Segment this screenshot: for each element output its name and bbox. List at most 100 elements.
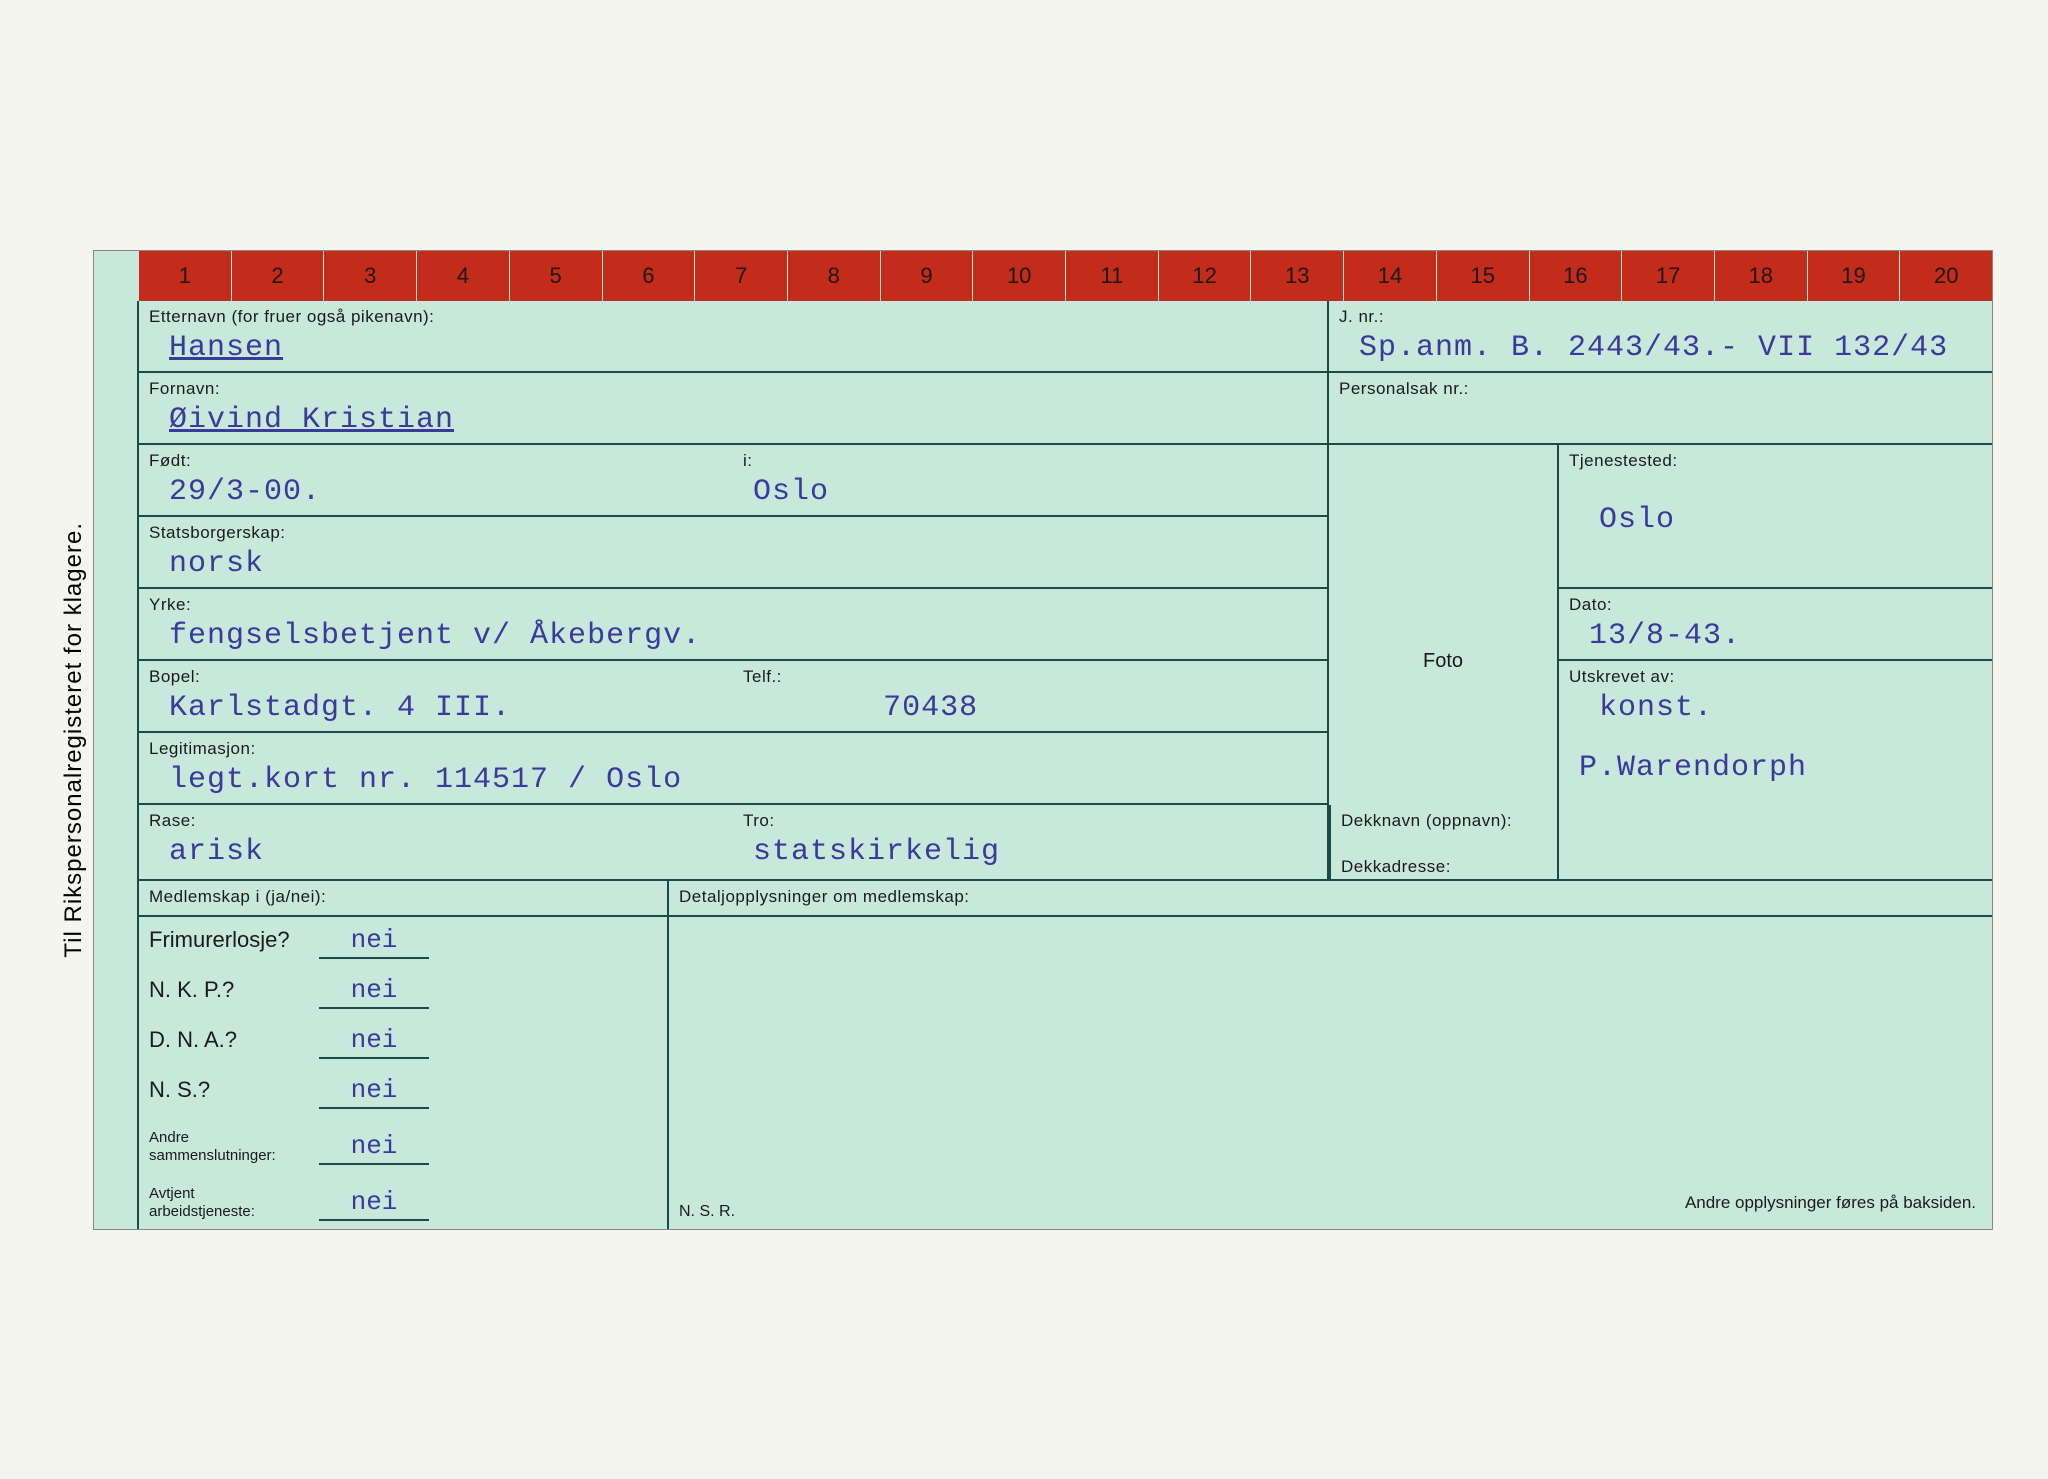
field-fodt: Født: i: 29/3-00. Oslo [139,445,1329,517]
field-dekknavn: Dekknavn (oppnavn): Dekkadresse: [1329,805,1992,881]
value-ns: nei [319,1075,429,1109]
value-andre-samm: nei [319,1131,429,1165]
field-tjenestested: Tjenestested: Oslo [1559,445,1992,589]
field-medlemskap-header: Medlemskap i (ja/nei): [139,881,669,917]
label-frimurerlosje: Frimurerlosje? [149,927,319,953]
value-tro: statskirkelig [743,833,1327,875]
body-grid: Etternavn (for fruer også pikenavn): Han… [94,301,1992,1229]
label-detaljopplysninger: Detaljopplysninger om medlemskap: [669,881,1992,915]
label-dekkadresse: Dekkadresse: [1331,851,1992,879]
value-fodt-i: Oslo [743,473,1327,515]
value-jnr: Sp.anm. B. 2443/43.- VII 132/43 [1329,329,1992,371]
value-personalsak [1329,401,1992,409]
label-fodt: Født: [139,445,733,473]
label-nsr: N. S. R. [669,1203,735,1221]
label-dna: D. N. A.? [149,1027,319,1053]
field-dato: Dato: 13/8-43. [1559,589,1992,661]
value-yrke: fengselsbetjent v/ Åkebergv. [139,617,1327,659]
value-fodt: 29/3-00. [139,473,743,515]
ruler-cell: 18 [1715,251,1808,301]
label-foto: Foto [1423,650,1463,673]
field-jnr: J. nr.: Sp.anm. B. 2443/43.- VII 132/43 [1329,301,1992,373]
label-ns: N. S.? [149,1077,319,1103]
label-andre-samm: Andre sammenslutninger: [149,1125,319,1165]
ruler-cell: 4 [417,251,510,301]
value-fornavn: Øivind Kristian [139,401,1327,443]
ruler-pad [94,251,139,301]
label-yrke: Yrke: [139,589,1327,617]
ruler-cell: 12 [1159,251,1252,301]
label-statsborgerskap: Statsborgerskap: [139,517,1327,545]
field-personalsak: Personalsak nr.: [1329,373,1992,445]
value-dato: 13/8-43. [1559,617,1992,659]
label-telf: Telf.: [733,661,1327,689]
label-nkp: N. K. P.? [149,977,319,1003]
label-avtjent: Avtjent arbeidstjeneste: [149,1181,319,1221]
details-area: N. S. R. Andre opplysninger føres på bak… [669,917,1992,1229]
label-medlemskap: Medlemskap i (ja/nei): [139,881,667,915]
ruler-cell: 17 [1622,251,1715,301]
label-tjenestested: Tjenestested: [1559,445,1992,473]
ruler-cell: 13 [1251,251,1344,301]
ruler-cell: 19 [1808,251,1901,301]
left-margin [94,301,139,1229]
field-detaljopplysninger-header: Detaljopplysninger om medlemskap: [669,881,1992,917]
membership-ns: N. S.? nei [139,1067,667,1117]
field-yrke: Yrke: fengselsbetjent v/ Åkebergv. [139,589,1329,661]
value-nkp: nei [319,975,429,1009]
label-dekknavn: Dekknavn (oppnavn): [1331,805,1992,833]
label-rase: Rase: [139,805,733,833]
label-bopel: Bopel: [139,661,733,689]
ruler-cell: 2 [232,251,325,301]
ruler-cell: 14 [1344,251,1437,301]
card-wrapper: Til Rikspersonalregisteret for klagere. … [55,250,1993,1230]
field-bopel: Bopel: Telf.: Karlstadgt. 4 III. 70438 [139,661,1329,733]
value-statsborgerskap: norsk [139,545,1327,587]
value-tjenestested: Oslo [1559,473,1992,543]
value-frimurerlosje: nei [319,925,429,959]
ruler-cell: 6 [603,251,696,301]
membership-nkp: N. K. P.? nei [139,967,667,1017]
footer-note: Andre opplysninger føres på baksiden. [1669,1185,1992,1221]
value-telf: 70438 [873,689,1327,731]
label-fodt-i: i: [733,445,1327,473]
ruler-cell: 8 [788,251,881,301]
value-utskrevet2: P.Warendorph [1559,731,1992,791]
field-etternavn: Etternavn (for fruer også pikenavn): Han… [139,301,1329,373]
vertical-title: Til Rikspersonalregisteret for klagere. [55,512,93,968]
field-fornavn: Fornavn: Øivind Kristian [139,373,1329,445]
membership-avtjent: Avtjent arbeidstjeneste: nei [139,1173,667,1229]
ruler-cells: 1 2 3 4 5 6 7 8 9 10 11 12 13 14 15 16 1… [139,251,1992,301]
membership-dna: D. N. A.? nei [139,1017,667,1067]
label-utskrevet: Utskrevet av: [1559,661,1992,689]
value-utskrevet1: konst. [1559,689,1992,731]
membership-list: Frimurerlosje? nei N. K. P.? nei D. N. A… [139,917,669,1229]
ruler-cell: 7 [695,251,788,301]
ruler-cell: 16 [1530,251,1623,301]
ruler-cell: 1 [139,251,232,301]
label-tro: Tro: [733,805,1327,833]
field-statsborgerskap: Statsborgerskap: norsk [139,517,1329,589]
registry-card: 1 2 3 4 5 6 7 8 9 10 11 12 13 14 15 16 1… [93,250,1993,1230]
ruler-cell: 5 [510,251,603,301]
value-etternavn: Hansen [139,329,1327,371]
membership-andre: Andre sammenslutninger: nei [139,1117,667,1173]
value-bopel: Karlstadgt. 4 III. [139,689,873,731]
value-legitimasjon: legt.kort nr. 114517 / Oslo [139,761,1327,803]
ruler-cell: 3 [324,251,417,301]
value-avtjent: nei [319,1187,429,1221]
ruler-cell: 9 [881,251,974,301]
ruler-cell: 15 [1437,251,1530,301]
ruler-cell: 10 [973,251,1066,301]
label-fornavn: Fornavn: [139,373,1327,401]
label-personalsak: Personalsak nr.: [1329,373,1992,401]
label-legitimasjon: Legitimasjon: [139,733,1327,761]
membership-frimurerlosje: Frimurerlosje? nei [139,917,667,967]
ruler-strip: 1 2 3 4 5 6 7 8 9 10 11 12 13 14 15 16 1… [94,251,1992,301]
label-etternavn: Etternavn (for fruer også pikenavn): [139,301,1327,329]
value-dna: nei [319,1025,429,1059]
label-dato: Dato: [1559,589,1992,617]
label-jnr: J. nr.: [1329,301,1992,329]
ruler-cell: 11 [1066,251,1159,301]
ruler-cell: 20 [1900,251,1992,301]
